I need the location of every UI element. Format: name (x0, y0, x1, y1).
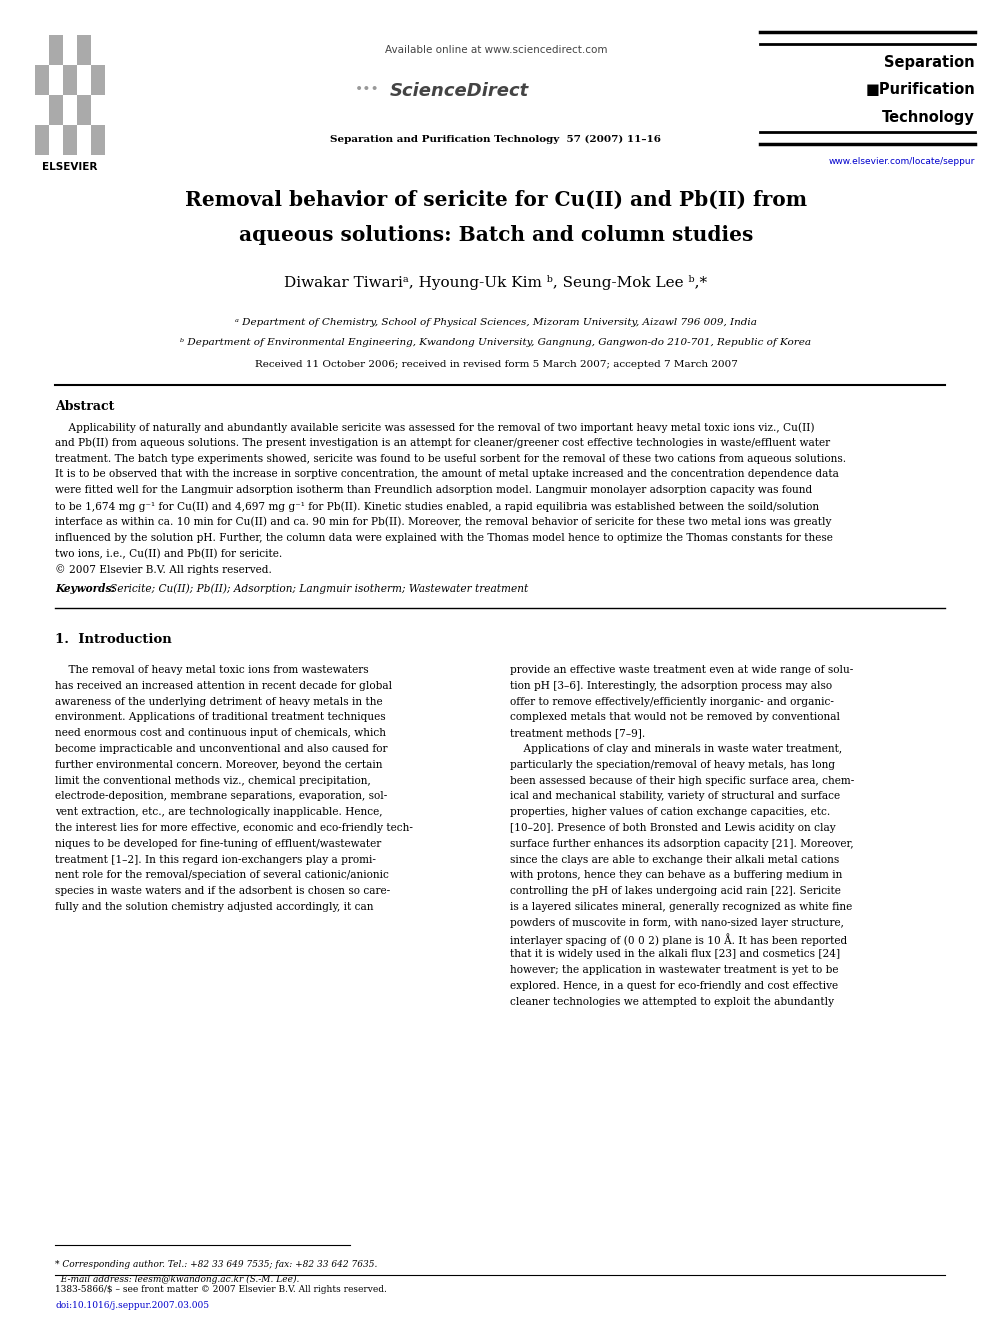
Text: two ions, i.e., Cu(II) and Pb(II) for sericite.: two ions, i.e., Cu(II) and Pb(II) for se… (55, 549, 283, 558)
Text: nent role for the removal/speciation of several cationic/anionic: nent role for the removal/speciation of … (55, 871, 389, 880)
Text: become impracticable and unconventional and also caused for: become impracticable and unconventional … (55, 744, 388, 754)
Text: tion pH [3–6]. Interestingly, the adsorption process may also: tion pH [3–6]. Interestingly, the adsorp… (510, 681, 832, 691)
Text: awareness of the underlying detriment of heavy metals in the: awareness of the underlying detriment of… (55, 697, 383, 706)
Text: ScienceDirect: ScienceDirect (390, 82, 530, 101)
Text: interface as within ca. 10 min for Cu(II) and ca. 90 min for Pb(II). Moreover, t: interface as within ca. 10 min for Cu(II… (55, 517, 831, 528)
Text: ELSEVIER: ELSEVIER (43, 161, 97, 172)
Text: powders of muscovite in form, with nano-sized layer structure,: powders of muscovite in form, with nano-… (510, 918, 844, 927)
Text: [10–20]. Presence of both Bronsted and Lewis acidity on clay: [10–20]. Presence of both Bronsted and L… (510, 823, 835, 833)
Text: controlling the pH of lakes undergoing acid rain [22]. Sericite: controlling the pH of lakes undergoing a… (510, 886, 841, 896)
Text: cleaner technologies we attempted to exploit the abundantly: cleaner technologies we attempted to exp… (510, 996, 834, 1007)
Text: www.elsevier.com/locate/seppur: www.elsevier.com/locate/seppur (828, 157, 975, 165)
Text: further environmental concern. Moreover, beyond the certain: further environmental concern. Moreover,… (55, 759, 383, 770)
Text: ical and mechanical stability, variety of structural and surface: ical and mechanical stability, variety o… (510, 791, 840, 802)
Text: complexed metals that would not be removed by conventional: complexed metals that would not be remov… (510, 712, 840, 722)
Text: treatment. The batch type experiments showed, sericite was found to be useful so: treatment. The batch type experiments sh… (55, 454, 846, 463)
Text: influenced by the solution pH. Further, the column data were explained with the : influenced by the solution pH. Further, … (55, 533, 833, 542)
Text: niques to be developed for fine-tuning of effluent/wastewater: niques to be developed for fine-tuning o… (55, 839, 381, 849)
Bar (77, 95, 91, 124)
Text: however; the application in wastewater treatment is yet to be: however; the application in wastewater t… (510, 966, 838, 975)
Text: need enormous cost and continuous input of chemicals, which: need enormous cost and continuous input … (55, 728, 386, 738)
Text: Applicability of naturally and abundantly available sericite was assessed for th: Applicability of naturally and abundantl… (55, 422, 814, 433)
Bar (49, 34, 63, 65)
Text: to be 1,674 mg g⁻¹ for Cu(II) and 4,697 mg g⁻¹ for Pb(II). Kinetic studies enabl: to be 1,674 mg g⁻¹ for Cu(II) and 4,697 … (55, 501, 819, 512)
Text: properties, higher values of cation exchange capacities, etc.: properties, higher values of cation exch… (510, 807, 830, 818)
Text: •••: ••• (355, 82, 380, 97)
Text: with protons, hence they can behave as a buffering medium in: with protons, hence they can behave as a… (510, 871, 842, 880)
Text: that it is widely used in the alkali flux [23] and cosmetics [24]: that it is widely used in the alkali flu… (510, 950, 840, 959)
Text: particularly the speciation/removal of heavy metals, has long: particularly the speciation/removal of h… (510, 759, 835, 770)
Text: treatment methods [7–9].: treatment methods [7–9]. (510, 728, 645, 738)
Text: Removal behavior of sericite for Cu(II) and Pb(II) from: Removal behavior of sericite for Cu(II) … (185, 191, 807, 210)
Text: Abstract: Abstract (55, 400, 114, 413)
Text: offer to remove effectively/efficiently inorganic- and organic-: offer to remove effectively/efficiently … (510, 697, 834, 706)
Text: Applications of clay and minerals in waste water treatment,: Applications of clay and minerals in was… (510, 744, 842, 754)
Text: species in waste waters and if the adsorbent is chosen so care-: species in waste waters and if the adsor… (55, 886, 390, 896)
Text: and Pb(II) from aqueous solutions. The present investigation is an attempt for c: and Pb(II) from aqueous solutions. The p… (55, 438, 830, 448)
Text: is a layered silicates mineral, generally recognized as white fine: is a layered silicates mineral, generall… (510, 902, 852, 912)
Bar (91, 65, 105, 95)
Text: E-mail address: leesm@kwandong.ac.kr (S.-M. Lee).: E-mail address: leesm@kwandong.ac.kr (S.… (55, 1275, 300, 1285)
Text: Separation and Purification Technology  57 (2007) 11–16: Separation and Purification Technology 5… (330, 135, 662, 144)
Text: were fitted well for the Langmuir adsorption isotherm than Freundlich adsorption: were fitted well for the Langmuir adsorp… (55, 486, 812, 495)
Text: provide an effective waste treatment even at wide range of solu-: provide an effective waste treatment eve… (510, 665, 853, 675)
Text: Diwakar Tiwariᵃ, Hyoung-Uk Kim ᵇ, Seung-Mok Lee ᵇ,*: Diwakar Tiwariᵃ, Hyoung-Uk Kim ᵇ, Seung-… (285, 275, 707, 290)
Text: 1.  Introduction: 1. Introduction (55, 632, 172, 646)
Bar (63, 65, 77, 95)
Bar (77, 34, 91, 65)
Bar (35, 65, 49, 95)
Text: treatment [1–2]. In this regard ion-exchangers play a promi-: treatment [1–2]. In this regard ion-exch… (55, 855, 376, 865)
Text: aqueous solutions: Batch and column studies: aqueous solutions: Batch and column stud… (239, 225, 753, 245)
Bar (35, 124, 49, 155)
Text: the interest lies for more effective, economic and eco-friendly tech-: the interest lies for more effective, ec… (55, 823, 413, 833)
Text: since the clays are able to exchange their alkali metal cations: since the clays are able to exchange the… (510, 855, 839, 865)
Text: electrode-deposition, membrane separations, evaporation, sol-: electrode-deposition, membrane separatio… (55, 791, 387, 802)
Text: Separation: Separation (885, 56, 975, 70)
Text: ᵇ Department of Environmental Engineering, Kwandong University, Gangnung, Gangwo: ᵇ Department of Environmental Engineerin… (181, 337, 811, 347)
Text: surface further enhances its adsorption capacity [21]. Moreover,: surface further enhances its adsorption … (510, 839, 854, 849)
Text: © 2007 Elsevier B.V. All rights reserved.: © 2007 Elsevier B.V. All rights reserved… (55, 564, 272, 576)
Bar (91, 124, 105, 155)
Text: * Corresponding author. Tel.: +82 33 649 7535; fax: +82 33 642 7635.: * Corresponding author. Tel.: +82 33 649… (55, 1259, 377, 1269)
Text: interlayer spacing of (0 0 2) plane is 10 Å. It has been reported: interlayer spacing of (0 0 2) plane is 1… (510, 934, 847, 946)
Text: It is to be observed that with the increase in sorptive concentration, the amoun: It is to be observed that with the incre… (55, 470, 839, 479)
Text: The removal of heavy metal toxic ions from wastewaters: The removal of heavy metal toxic ions fr… (55, 665, 369, 675)
Text: doi:10.1016/j.seppur.2007.03.005: doi:10.1016/j.seppur.2007.03.005 (55, 1301, 209, 1310)
Text: 1383-5866/$ – see front matter © 2007 Elsevier B.V. All rights reserved.: 1383-5866/$ – see front matter © 2007 El… (55, 1285, 387, 1294)
Text: environment. Applications of traditional treatment techniques: environment. Applications of traditional… (55, 712, 386, 722)
Text: ■Purification: ■Purification (865, 82, 975, 97)
Text: Received 11 October 2006; received in revised form 5 March 2007; accepted 7 Marc: Received 11 October 2006; received in re… (255, 360, 737, 369)
Text: Available online at www.sciencedirect.com: Available online at www.sciencedirect.co… (385, 45, 607, 56)
Text: vent extraction, etc., are technologically inapplicable. Hence,: vent extraction, etc., are technological… (55, 807, 383, 818)
Bar (49, 95, 63, 124)
Text: been assessed because of their high specific surface area, chem-: been assessed because of their high spec… (510, 775, 854, 786)
Text: has received an increased attention in recent decade for global: has received an increased attention in r… (55, 681, 392, 691)
Text: limit the conventional methods viz., chemical precipitation,: limit the conventional methods viz., che… (55, 775, 371, 786)
Text: fully and the solution chemistry adjusted accordingly, it can: fully and the solution chemistry adjuste… (55, 902, 374, 912)
Text: ᵃ Department of Chemistry, School of Physical Sciences, Mizoram University, Aiza: ᵃ Department of Chemistry, School of Phy… (235, 318, 757, 327)
Text: Keywords:: Keywords: (55, 583, 122, 594)
Bar (63, 124, 77, 155)
Text: explored. Hence, in a quest for eco-friendly and cost effective: explored. Hence, in a quest for eco-frie… (510, 980, 838, 991)
Text: Technology: Technology (882, 110, 975, 124)
Text: Sericite; Cu(II); Pb(II); Adsorption; Langmuir isotherm; Wastewater treatment: Sericite; Cu(II); Pb(II); Adsorption; La… (110, 583, 529, 594)
